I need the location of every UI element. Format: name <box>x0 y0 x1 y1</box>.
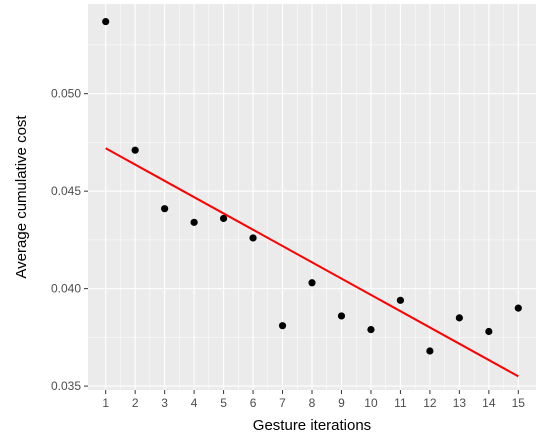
data-point <box>102 17 110 26</box>
x-tick-label: 1 <box>102 396 109 410</box>
x-tick-label: 9 <box>338 396 345 410</box>
x-tick-label: 13 <box>453 396 467 410</box>
data-point <box>455 314 463 322</box>
data-point <box>190 218 198 226</box>
y-tick-label: 0.050 <box>51 87 81 101</box>
x-axis-title: Gesture iterations <box>253 417 371 434</box>
x-tick-label: 4 <box>191 396 198 410</box>
data-point <box>396 296 405 304</box>
x-tick-label: 6 <box>250 396 257 410</box>
y-axis-ticks: 0.035 0.040 0.045 0.050 <box>51 87 88 393</box>
data-point <box>514 304 522 312</box>
y-tick-label: 0.045 <box>51 184 81 198</box>
y-tick-label: 0.035 <box>51 379 81 393</box>
x-tick-label: 15 <box>512 396 526 410</box>
data-point <box>426 347 434 355</box>
data-point <box>337 312 346 320</box>
data-point <box>485 327 493 336</box>
data-point <box>249 234 257 242</box>
x-tick-label: 12 <box>423 396 437 410</box>
data-point <box>367 325 375 334</box>
x-tick-label: 3 <box>161 396 168 410</box>
data-point <box>308 279 316 287</box>
x-axis-ticks: 1 2 3 4 5 6 7 8 9 10 11 12 13 14 15 <box>102 390 525 410</box>
data-point <box>219 214 228 223</box>
x-tick-label: 5 <box>220 396 227 410</box>
x-tick-label: 11 <box>394 396 407 410</box>
trend-line <box>105 147 519 378</box>
data-point <box>278 322 287 330</box>
x-tick-label: 2 <box>132 396 139 410</box>
data-point <box>131 146 139 154</box>
y-tick-label: 0.040 <box>51 282 81 296</box>
data-point <box>161 205 169 213</box>
y-axis-title: Average cumulative cost <box>13 115 30 279</box>
x-tick-label: 10 <box>364 396 378 410</box>
x-tick-label: 7 <box>279 396 286 410</box>
x-tick-label: 8 <box>309 396 316 410</box>
data-points <box>102 17 522 355</box>
x-tick-label: 14 <box>482 396 496 410</box>
